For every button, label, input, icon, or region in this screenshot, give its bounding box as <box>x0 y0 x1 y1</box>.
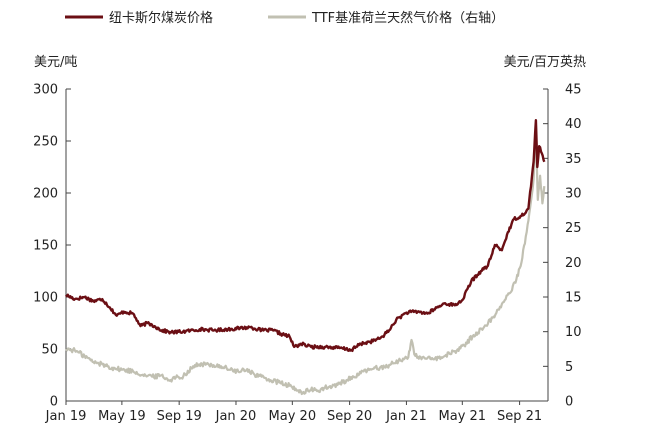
right-axis-tick-label: 5 <box>565 360 573 375</box>
left-axis-tick-label: 200 <box>33 187 58 202</box>
x-axis-tick-label: Jan 21 <box>385 409 427 424</box>
right-axis-tick-label: 35 <box>565 152 582 167</box>
right-axis-tick-label: 0 <box>565 395 573 410</box>
x-axis: Jan 19 May 19 Sep 19 Jan 20 May 20 Sep 20 Jan … <box>45 400 548 424</box>
series-line-ttf-gas <box>65 122 546 396</box>
left-axis-tick-label: 250 <box>33 135 58 150</box>
x-axis-tick-label: Jan 20 <box>215 409 257 424</box>
x-axis-tick-label: May 20 <box>269 409 317 424</box>
x-axis-tick-label: Sep 20 <box>327 409 372 424</box>
x-axis-tick-label: Sep 21 <box>497 409 542 424</box>
x-axis-tick-label: Sep 19 <box>157 409 202 424</box>
x-axis-tick-label: May 21 <box>439 409 487 424</box>
right-axis-tick-label: 10 <box>565 325 582 340</box>
right-axis-tick-label: 30 <box>565 187 582 202</box>
left-axis: 0 50 100 150 200 250 300 <box>33 83 71 410</box>
right-axis-tick-label: 20 <box>565 256 582 271</box>
legend-label-gas: TTF基准荷兰天然气价格（右轴） <box>311 10 504 26</box>
left-axis-tick-label: 0 <box>50 395 58 410</box>
left-axis-unit: 美元/吨 <box>34 55 77 70</box>
series-layer <box>65 119 546 396</box>
legend-label-coal: 纽卡斯尔煤炭价格 <box>109 10 213 26</box>
x-axis-tick-label: Jan 19 <box>45 409 87 424</box>
left-axis-tick-label: 300 <box>33 83 58 98</box>
left-axis-tick-label: 150 <box>33 239 58 254</box>
x-axis-tick-label: May 19 <box>98 409 146 424</box>
right-axis-tick-label: 40 <box>565 117 582 132</box>
right-axis-tick-label: 25 <box>565 221 582 236</box>
right-axis-tick-label: 45 <box>565 83 582 98</box>
right-axis-tick-label: 15 <box>565 291 582 306</box>
right-axis-unit: 美元/百万英热 <box>504 55 586 70</box>
right-axis: 0 5 10 15 20 25 30 35 40 45 <box>543 83 582 410</box>
left-axis-tick-label: 100 <box>33 291 58 306</box>
left-axis-tick-label: 50 <box>41 343 58 358</box>
legend: 纽卡斯尔煤炭价格 TTF基准荷兰天然气价格（右轴） <box>65 10 504 26</box>
series-line-newcastle-coal <box>65 119 546 352</box>
